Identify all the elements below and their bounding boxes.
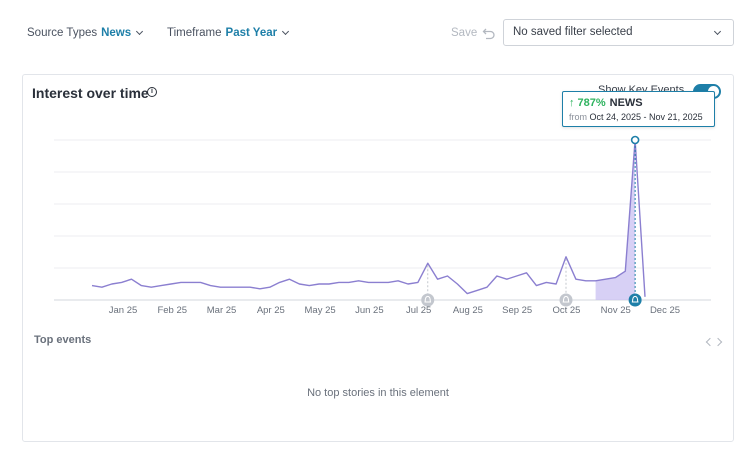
tooltip-range: Oct 24, 2025 - Nov 21, 2025 <box>589 112 703 122</box>
empty-state-message: No top stories in this element <box>307 387 449 399</box>
info-icon[interactable]: i <box>147 87 157 97</box>
bell-icon <box>628 293 642 307</box>
interest-chart: Jan 25 Feb 25 Mar 25 Apr 25 May 25 Jun 25 Jul … <box>54 135 711 316</box>
saved-filter-select[interactable]: No saved filter selected <box>503 19 734 46</box>
save-button[interactable]: Save <box>451 27 478 39</box>
interest-over-time-card: Interest over time i Show Key Events Jan… <box>22 74 734 442</box>
card-title: Interest over time <box>32 85 149 101</box>
x-tick-label: Nov 25 <box>601 305 631 316</box>
source-types-value: News <box>101 27 132 39</box>
x-tick-label: Oct 25 <box>552 305 580 316</box>
chevron-down-icon <box>136 27 144 36</box>
x-tick-label: Jan 25 <box>109 305 138 316</box>
timeframe-label: Timeframe <box>167 27 222 39</box>
chevron-down-icon <box>713 27 722 36</box>
highlight-area <box>595 140 636 300</box>
x-tick-label: Apr 25 <box>257 305 285 316</box>
x-tick-label: Sep 25 <box>502 305 532 316</box>
top-events-heading: Top events <box>34 334 92 346</box>
timeframe-filter[interactable]: Timeframe Past Year <box>167 27 290 39</box>
series-line-news <box>91 139 646 297</box>
tooltip-from-label: from <box>569 112 587 122</box>
x-tick-label: May 25 <box>305 305 336 316</box>
chevron-down-icon <box>282 27 290 36</box>
bell-icon <box>559 293 573 307</box>
bell-icon <box>421 293 435 307</box>
x-tick-label: Jun 25 <box>355 305 384 316</box>
x-tick-label: Feb 25 <box>157 305 187 316</box>
timeframe-value: Past Year <box>225 27 278 39</box>
undo-icon[interactable] <box>482 26 496 40</box>
arrow-up-icon: ↑ <box>569 97 575 109</box>
x-tick-label: Jul 25 <box>406 305 431 316</box>
peak-point <box>630 135 640 145</box>
source-types-label: Source Types <box>27 27 98 39</box>
filter-bar: Source Types News Timeframe Past Year Sa… <box>0 0 755 66</box>
saved-filter-value: No saved filter selected <box>513 26 633 38</box>
chart-tooltip: ↑ 787% NEWS from Oct 24, 2025 - Nov 21, … <box>562 91 715 127</box>
x-tick-label: Dec 25 <box>650 305 680 316</box>
tooltip-change: 787% <box>577 97 606 109</box>
chevron-right-icon[interactable] <box>713 337 723 347</box>
tooltip-series: NEWS <box>609 97 643 109</box>
source-types-filter[interactable]: Source Types News <box>27 27 144 39</box>
x-tick-label: Aug 25 <box>453 305 483 316</box>
x-tick-label: Mar 25 <box>207 305 237 316</box>
